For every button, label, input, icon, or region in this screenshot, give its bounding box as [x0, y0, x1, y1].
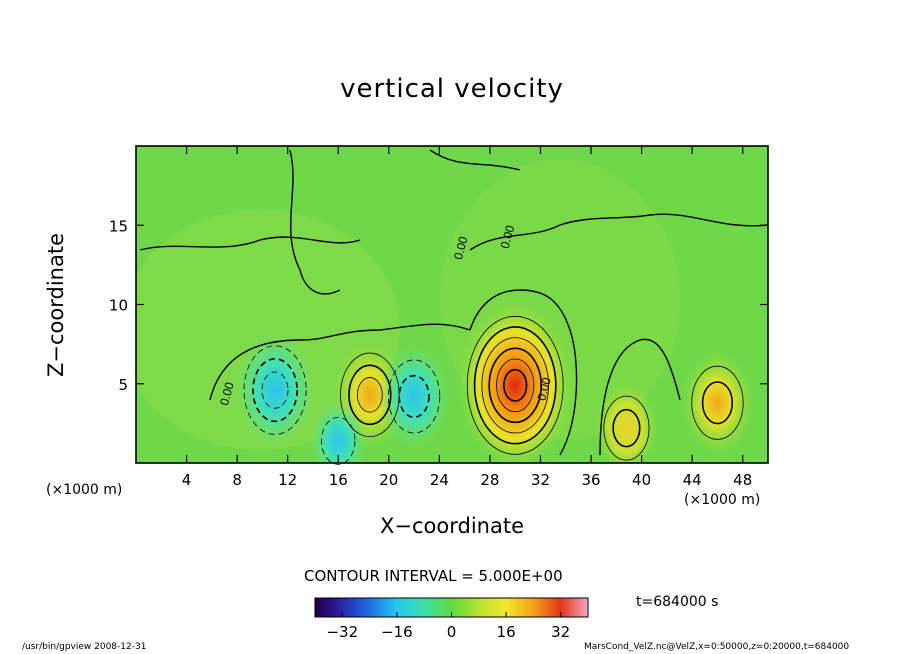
- x-tick-label: 20: [379, 471, 398, 489]
- contour-line: [473, 326, 557, 445]
- y-tick-label: 10: [109, 297, 128, 315]
- feature-blob: [234, 331, 316, 449]
- contour-line: [481, 337, 549, 434]
- contour-line: [496, 358, 535, 413]
- x-tick-label: 44: [683, 471, 702, 489]
- contour-line: [348, 364, 392, 426]
- x-tick-label: 40: [632, 471, 651, 489]
- x-tick-label: 32: [531, 471, 550, 489]
- contour-label: 0.00: [534, 376, 554, 402]
- contour-interval-label: CONTOUR INTERVAL = 5.000E+00: [304, 567, 563, 585]
- time-label: t=684000 s: [636, 594, 719, 610]
- zero-contour: [289, 149, 341, 295]
- contour-line: [503, 368, 528, 402]
- colorbar-tick-label: 16: [497, 623, 516, 641]
- colorbar-tick-label: −32: [326, 623, 358, 641]
- x-tick-label: 28: [480, 471, 499, 489]
- contour-label: 0.00: [217, 380, 237, 406]
- feature-blob: [309, 399, 367, 463]
- footer-right: MarsCond_VelZ.nc@VelZ,x=0:50000,z=0:2000…: [584, 642, 850, 652]
- contour-label: 0.00: [498, 223, 518, 249]
- x-axis-unit: (×1000 m): [684, 492, 761, 508]
- colorbar-tick-label: 32: [551, 623, 570, 641]
- contour-line: [488, 347, 542, 424]
- contour-line: [243, 345, 307, 435]
- contour-line: [612, 408, 641, 448]
- colorbar-tick-label: −16: [381, 623, 413, 641]
- y-axis-unit: (×1000 m): [46, 482, 123, 498]
- y-tick-label: 15: [109, 217, 128, 235]
- x-axis-label: X−coordinate: [380, 514, 524, 538]
- feature-blob: [595, 383, 658, 463]
- y-tick-label: 5: [118, 376, 128, 394]
- zero-contour: [209, 323, 471, 401]
- contour-line: [387, 359, 441, 434]
- zero-contour: [469, 289, 578, 456]
- zero-contour: [139, 236, 361, 251]
- contour-line: [357, 377, 383, 413]
- zero-contour: [429, 149, 521, 171]
- x-tick-label: 24: [430, 471, 449, 489]
- y-axis-label: Z−coordinate: [44, 233, 68, 377]
- contour-line: [398, 374, 430, 419]
- x-tick-label: 16: [329, 471, 348, 489]
- contour-line: [603, 395, 650, 461]
- contour-line: [321, 416, 356, 465]
- x-tick-label: 8: [232, 471, 242, 489]
- colorbar-tick-label: 0: [447, 623, 457, 641]
- contour-line: [261, 371, 289, 409]
- contour-line: [252, 358, 298, 423]
- footer-left: /usr/bin/gpview 2008-12-31: [22, 642, 147, 652]
- x-tick-label: 12: [278, 471, 297, 489]
- contour-line: [340, 352, 400, 438]
- zero-contour: [469, 213, 768, 251]
- x-tick-label: 36: [581, 471, 600, 489]
- contour-line: [691, 365, 744, 440]
- x-tick-label: 4: [182, 471, 192, 489]
- x-tick-label: 48: [733, 471, 752, 489]
- chart-title: vertical velocity: [340, 74, 564, 104]
- contour-label: 0.00: [451, 235, 471, 261]
- contour-line: [701, 381, 734, 425]
- zero-contour: [599, 338, 681, 456]
- contour-line: [466, 315, 564, 455]
